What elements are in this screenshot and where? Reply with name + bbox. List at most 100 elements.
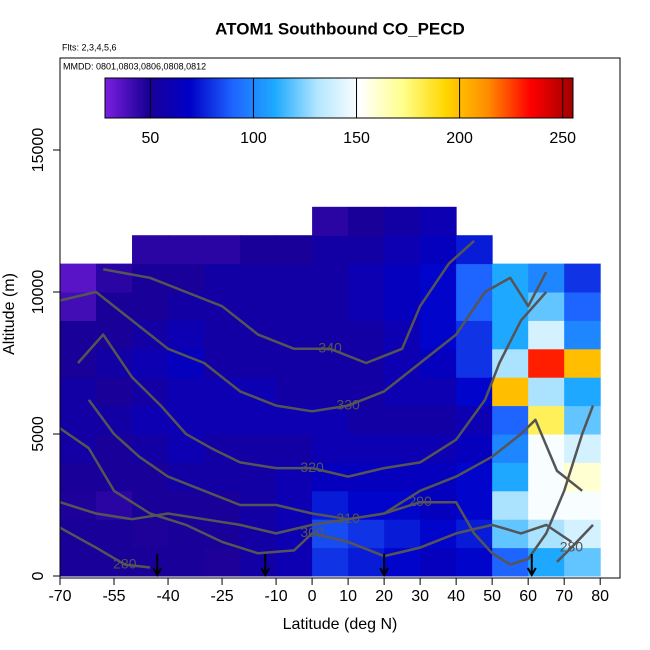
y-axis-label: Altitude (m) — [1, 273, 18, 355]
heat-cell — [420, 320, 457, 350]
heat-cell — [420, 348, 457, 378]
heat-cell — [168, 235, 205, 265]
heat-cell — [204, 320, 241, 350]
heat-cell — [204, 490, 241, 520]
heat-cell — [456, 490, 493, 520]
turn-marker — [526, 554, 537, 578]
colorbar-tick-label: 250 — [549, 130, 576, 147]
heat-cell — [384, 292, 421, 321]
heat-cell — [96, 377, 133, 407]
heat-cell — [384, 377, 421, 407]
heat-cell — [312, 377, 349, 407]
heat-cell — [96, 434, 133, 463]
contour-label: 300 — [300, 524, 324, 540]
heat-cell — [528, 462, 565, 492]
x-tick-label: -40 — [156, 588, 179, 605]
heat-cell — [348, 320, 385, 350]
heat-cell — [168, 519, 205, 549]
contour-label: 340 — [318, 340, 342, 356]
heat-cell — [276, 519, 313, 549]
heat-cell — [204, 547, 241, 577]
heat-cell — [384, 263, 421, 293]
heat-cell — [492, 320, 529, 350]
heat-cell — [168, 348, 205, 378]
heat-cell — [168, 547, 205, 577]
heat-cell — [564, 320, 601, 350]
contour-label: 320 — [300, 459, 324, 475]
colorbar-tick-label: 150 — [343, 130, 370, 147]
heat-cell — [96, 263, 133, 293]
heat-cell — [276, 292, 313, 321]
heat-cell — [492, 405, 529, 435]
heat-cell — [420, 519, 457, 549]
heat-cell — [204, 235, 241, 265]
heat-cell — [312, 462, 349, 492]
x-tick-label: -10 — [265, 588, 288, 605]
heat-cell — [60, 405, 97, 435]
heat-cell — [348, 235, 385, 265]
heat-cell — [60, 320, 97, 350]
heat-cell — [384, 519, 421, 549]
heat-cell — [132, 292, 169, 321]
heat-cell — [168, 320, 205, 350]
plot-frame — [59, 57, 621, 579]
chart-title: ATOM1 Southbound CO_PECD — [215, 19, 465, 38]
heat-cell — [132, 348, 169, 378]
heat-cell — [240, 263, 277, 293]
heat-cell — [456, 434, 493, 463]
heat-cell — [132, 434, 169, 463]
heat-cell — [312, 434, 349, 463]
heat-cell — [384, 235, 421, 265]
heat-cell — [276, 434, 313, 463]
heat-cell — [276, 263, 313, 293]
heat-cell — [168, 462, 205, 492]
heat-cell — [564, 348, 601, 378]
heat-cell — [564, 547, 601, 577]
heat-cell — [240, 235, 277, 265]
x-tick-label: 10 — [339, 588, 357, 605]
heat-cell — [348, 547, 385, 577]
heat-cell — [384, 320, 421, 350]
turn-marker — [379, 554, 389, 578]
heat-cell — [492, 377, 529, 407]
heat-cell — [528, 377, 565, 407]
heat-cell — [528, 320, 565, 350]
heat-cell — [96, 462, 133, 492]
heat-cell — [456, 348, 493, 378]
x-tick-label: 30 — [411, 588, 429, 605]
contour-line — [59, 427, 573, 558]
contour-line — [77, 291, 548, 478]
heat-cell — [204, 348, 241, 378]
colorbar-tick-label: 50 — [141, 130, 159, 147]
heat-cell — [348, 405, 385, 435]
heat-cell — [60, 462, 97, 492]
contour-line — [59, 271, 548, 413]
heat-cell — [492, 348, 529, 378]
x-tick-label: 20 — [375, 588, 393, 605]
heat-cell — [204, 377, 241, 407]
heat-cell — [276, 377, 313, 407]
x-tick-label: 80 — [591, 588, 609, 605]
heat-cell — [60, 348, 97, 378]
heat-cell — [240, 377, 277, 407]
heat-cell — [492, 490, 529, 520]
heat-cell — [312, 547, 349, 577]
x-tick-label: 50 — [483, 588, 501, 605]
heat-cell — [456, 377, 493, 407]
heat-cell — [312, 320, 349, 350]
heat-cell — [132, 519, 169, 549]
heat-cell — [312, 292, 349, 321]
heat-cell — [492, 462, 529, 492]
heat-cell — [348, 206, 385, 236]
heat-cell — [60, 547, 97, 577]
heat-cell — [456, 547, 493, 577]
x-tick-label: 70 — [555, 588, 573, 605]
heat-cell — [132, 405, 169, 435]
heat-cell — [168, 434, 205, 463]
heat-cell — [132, 462, 169, 492]
heat-cell — [348, 434, 385, 463]
heat-cell — [420, 490, 457, 520]
colorbar — [104, 77, 574, 119]
heat-cell — [240, 405, 277, 435]
